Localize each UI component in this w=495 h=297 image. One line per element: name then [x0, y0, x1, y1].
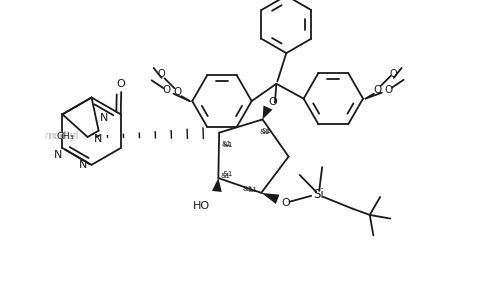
Text: methyl: methyl	[44, 131, 78, 140]
Text: Si: Si	[313, 188, 324, 201]
Polygon shape	[212, 178, 222, 192]
Text: O: O	[269, 97, 277, 107]
Text: N: N	[54, 151, 63, 160]
Text: O: O	[117, 79, 126, 89]
Text: O: O	[385, 85, 393, 95]
Text: O: O	[173, 87, 182, 97]
Text: &1: &1	[242, 186, 252, 192]
Text: &1: &1	[260, 129, 270, 135]
Text: &1: &1	[222, 171, 233, 177]
Text: &1: &1	[261, 128, 271, 134]
Text: &1: &1	[248, 187, 257, 193]
Text: HO: HO	[193, 201, 210, 211]
Polygon shape	[261, 193, 279, 204]
Text: &1: &1	[222, 140, 232, 147]
Text: O: O	[390, 69, 397, 79]
Text: O: O	[281, 198, 290, 208]
Text: O: O	[162, 85, 171, 95]
Polygon shape	[262, 105, 272, 119]
Text: O: O	[158, 69, 165, 79]
Text: N: N	[94, 135, 102, 144]
Text: &1: &1	[223, 142, 233, 148]
Text: &1: &1	[221, 173, 231, 178]
Text: CH₃: CH₃	[56, 132, 74, 140]
Text: N: N	[79, 160, 88, 170]
Text: methyl: methyl	[44, 131, 78, 140]
Text: N: N	[99, 113, 108, 123]
Text: O: O	[374, 85, 382, 95]
